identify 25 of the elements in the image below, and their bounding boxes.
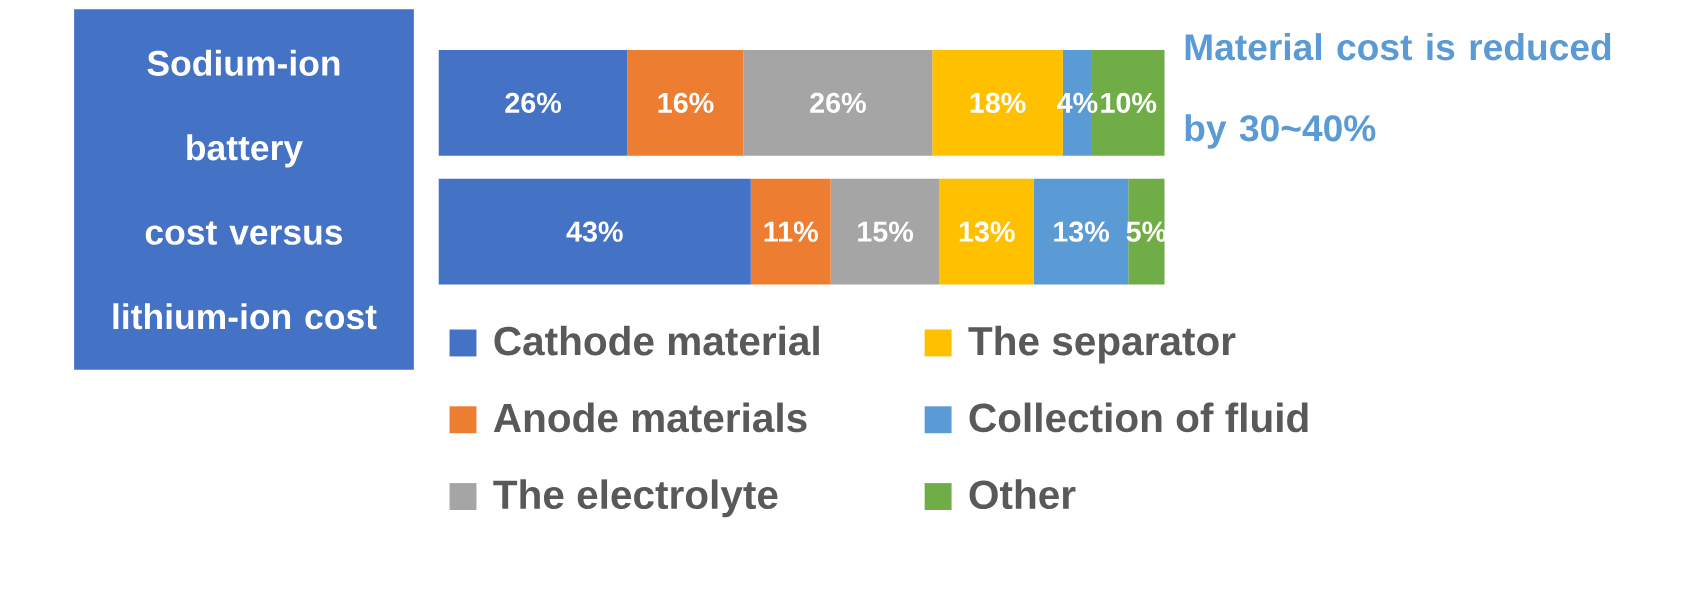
legend-label: The electrolyte (493, 479, 778, 518)
bar (939, 178, 1034, 285)
legend-label: The separator (968, 325, 1236, 364)
data-label: 11% (764, 221, 818, 242)
text: Material cost is reduced by 30~40% (1185, 33, 1611, 149)
bar (830, 178, 940, 285)
data-label: 13% (959, 221, 1015, 242)
legend-label: Collection of fluid (969, 402, 1308, 433)
data-label: 26% (505, 92, 562, 113)
data-label: 16% (658, 92, 714, 113)
data-label: 26% (810, 92, 866, 113)
bar (743, 49, 933, 156)
data-label: 13% (1054, 221, 1110, 242)
data-label: 43% (566, 221, 623, 242)
bar (438, 49, 628, 156)
legend-label: Anode materials (493, 402, 807, 433)
bar (438, 178, 751, 285)
bar (750, 178, 831, 285)
data-label: 10% (1101, 92, 1157, 113)
legend-label: Other (969, 479, 1076, 510)
bar (627, 49, 744, 156)
legend-label: Cathode material (494, 325, 819, 356)
data-label: 18% (970, 92, 1026, 113)
data-label: 15% (858, 221, 914, 242)
chart-title: Sodium-ion battery cost versus lithium-ion cost (113, 49, 377, 330)
